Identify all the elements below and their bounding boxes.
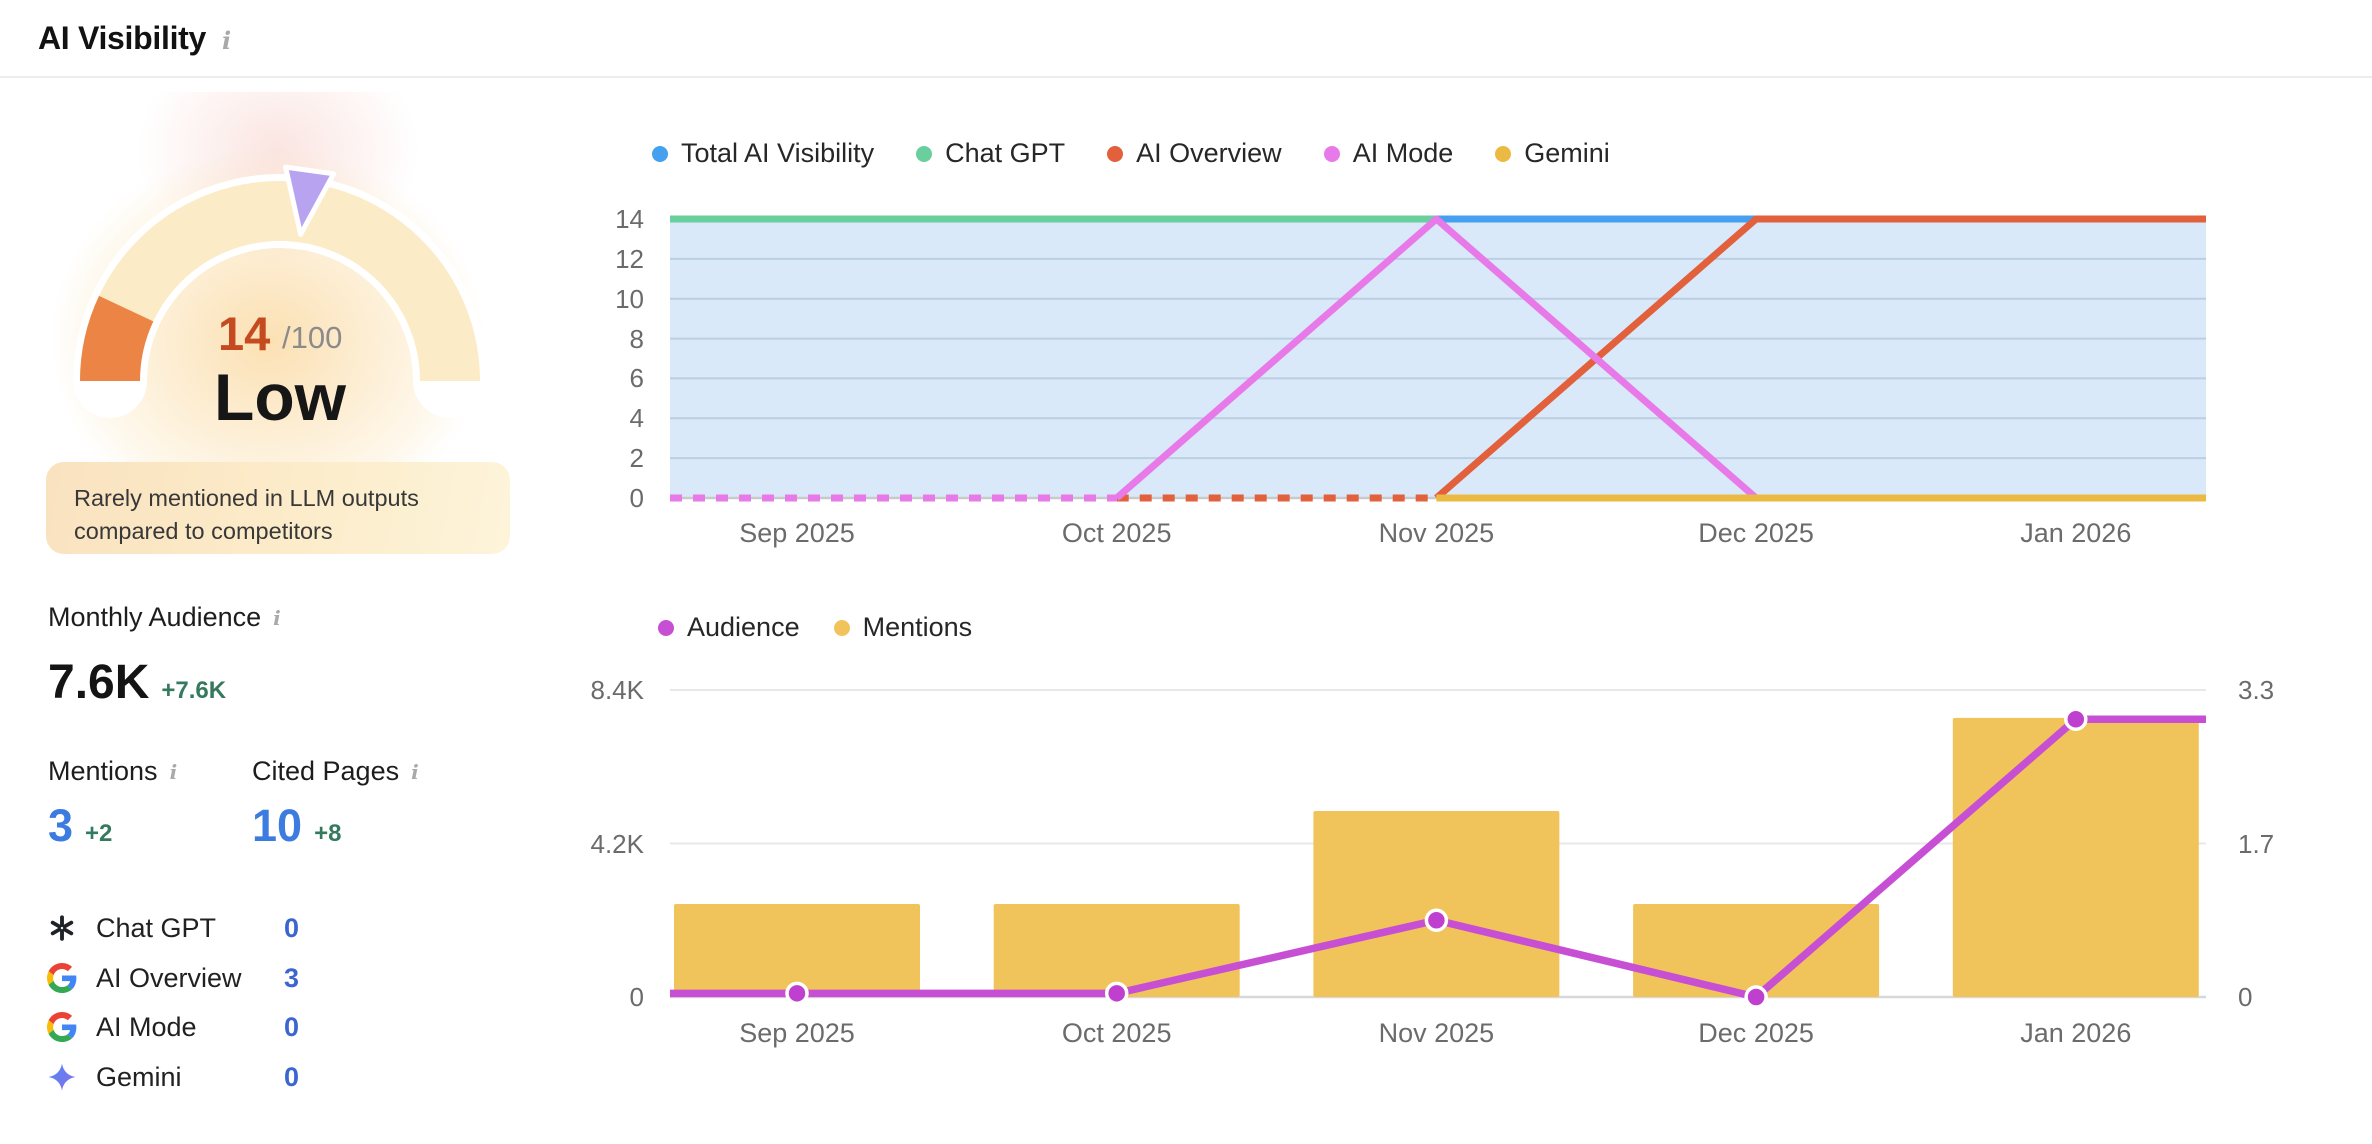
info-icon[interactable]: i bbox=[273, 605, 281, 630]
cited-pages-label-row: Cited Pages i bbox=[252, 756, 419, 787]
y-tick-label: 12 bbox=[615, 243, 644, 274]
visibility-line-chart[interactable] bbox=[670, 212, 2206, 508]
audience-chart-right-axis: 0 1.7 3.3 bbox=[2238, 675, 2358, 1012]
legend-item-mentions[interactable]: Mentions bbox=[833, 612, 973, 643]
mentions-value-row: 3 +2 bbox=[48, 800, 112, 852]
cited-pages-label: Cited Pages bbox=[252, 756, 400, 786]
y-tick-label: 3.3 bbox=[2238, 675, 2275, 705]
audience-chart-legend: Audience Mentions bbox=[658, 612, 1014, 643]
visibility-chart-y-axis: 0 2 4 6 8 10 12 14 bbox=[540, 204, 644, 513]
x-tick-label: Oct 2025 bbox=[1061, 1018, 1172, 1048]
score-description: Rarely mentioned in LLM outputs compared… bbox=[46, 462, 510, 554]
monthly-audience-value-row: 7.6K +7.6K bbox=[48, 655, 226, 710]
monthly-audience-delta: +7.6K bbox=[161, 677, 227, 704]
legend-dot bbox=[652, 145, 668, 162]
y-tick-label: 0 bbox=[629, 982, 644, 1012]
y-tick-label: 6 bbox=[629, 363, 644, 394]
audience-chart-left-axis: 0 4.2K 8.4K bbox=[528, 675, 645, 1012]
google-g-icon bbox=[46, 1011, 78, 1043]
cited-pages-value: 10 bbox=[252, 800, 303, 851]
gemini-star-icon bbox=[46, 1061, 78, 1093]
legend-label: AI Overview bbox=[1136, 138, 1282, 168]
legend-dot bbox=[916, 145, 933, 162]
mentions-delta: +2 bbox=[85, 820, 113, 847]
platform-label: AI Overview bbox=[96, 962, 242, 993]
y-tick-label: 2 bbox=[629, 443, 644, 474]
visibility-score-gauge: 14 /100 Low bbox=[73, 164, 487, 434]
info-icon[interactable]: i bbox=[411, 759, 419, 784]
legend-dot bbox=[1107, 145, 1124, 162]
platform-value: 0 bbox=[284, 912, 300, 943]
mentions-value: 3 bbox=[48, 800, 74, 851]
gauge-marker bbox=[283, 164, 337, 237]
gauge-label: Low bbox=[214, 360, 347, 434]
y-tick-label: 0 bbox=[2238, 982, 2253, 1012]
google-g-icon bbox=[46, 962, 78, 994]
page-title: AI Visibility bbox=[38, 19, 207, 56]
legend-dot bbox=[1323, 145, 1340, 162]
y-tick-label: 4 bbox=[629, 403, 644, 434]
platform-label: Chat GPT bbox=[96, 912, 217, 943]
page-header: AI Visibility i bbox=[0, 0, 2372, 78]
x-tick-label: Nov 2025 bbox=[1378, 518, 1495, 548]
legend-label: Mentions bbox=[862, 612, 973, 642]
audience-chart-x-axis: Sep 2025 Oct 2025 Nov 2025 Dec 2025 Jan 2026 bbox=[670, 1018, 2206, 1052]
cited-pages-delta: +8 bbox=[314, 820, 342, 847]
x-tick-label: Jan 2026 bbox=[2020, 1018, 2132, 1048]
mentions-label-row: Mentions i bbox=[48, 756, 177, 787]
x-tick-label: Dec 2025 bbox=[1698, 1018, 1814, 1048]
monthly-audience-value: 7.6K bbox=[48, 656, 150, 709]
x-tick-label: Dec 2025 bbox=[1698, 518, 1814, 548]
legend-label: Gemini bbox=[1524, 138, 1610, 168]
y-tick-label: 10 bbox=[615, 283, 644, 314]
legend-dot bbox=[658, 619, 674, 636]
gauge-score: 14 bbox=[218, 307, 270, 360]
platform-row-ai-overview[interactable]: AI Overview 3 bbox=[46, 954, 466, 1002]
x-tick-label: Jan 2026 bbox=[2020, 518, 2132, 548]
y-tick-label: 8.4K bbox=[590, 675, 645, 705]
platform-value: 0 bbox=[284, 1011, 300, 1042]
x-tick-label: Oct 2025 bbox=[1061, 518, 1172, 548]
y-tick-label: 8 bbox=[629, 323, 644, 354]
platform-value: 0 bbox=[284, 1061, 300, 1092]
platform-row-ai-mode[interactable]: AI Mode 0 bbox=[46, 1003, 466, 1051]
audience-mentions-chart[interactable] bbox=[670, 678, 2206, 1012]
platform-label: AI Mode bbox=[96, 1011, 197, 1042]
x-tick-label: Nov 2025 bbox=[1378, 1018, 1495, 1048]
info-icon[interactable]: i bbox=[222, 25, 232, 55]
legend-item-audience[interactable]: Audience bbox=[658, 612, 800, 643]
legend-item-gemini[interactable]: Gemini bbox=[1495, 138, 1610, 169]
monthly-audience-label: Monthly Audience bbox=[48, 602, 262, 632]
legend-item-total-ai-visibility[interactable]: Total AI Visibility bbox=[652, 138, 874, 169]
legend-label: Audience bbox=[687, 612, 800, 642]
info-icon[interactable]: i bbox=[169, 759, 178, 784]
x-tick-label: Sep 2025 bbox=[739, 518, 855, 548]
openai-logo-icon bbox=[46, 912, 78, 944]
platform-row-gemini[interactable]: Gemini 0 bbox=[46, 1053, 466, 1101]
platform-label: Gemini bbox=[96, 1061, 182, 1092]
x-tick-label: Sep 2025 bbox=[739, 1018, 855, 1048]
legend-dot bbox=[1495, 145, 1512, 162]
gauge-track bbox=[80, 181, 480, 382]
mentions-label: Mentions bbox=[48, 756, 158, 786]
legend-item-ai-overview[interactable]: AI Overview bbox=[1107, 138, 1282, 169]
gauge-score-max: /100 bbox=[282, 320, 342, 355]
visibility-chart-legend: Total AI Visibility Chat GPT AI Overview… bbox=[652, 138, 1652, 169]
legend-dot bbox=[833, 619, 850, 636]
legend-item-chat-gpt[interactable]: Chat GPT bbox=[916, 138, 1065, 169]
legend-item-ai-mode[interactable]: AI Mode bbox=[1323, 138, 1454, 169]
y-tick-label: 0 bbox=[629, 483, 644, 513]
legend-label: Chat GPT bbox=[945, 138, 1066, 168]
y-tick-label: 14 bbox=[615, 204, 644, 234]
cited-pages-value-row: 10 +8 bbox=[252, 800, 341, 852]
y-tick-label: 4.2K bbox=[590, 828, 645, 859]
visibility-chart-x-axis: Sep 2025 Oct 2025 Nov 2025 Dec 2025 Jan 2026 bbox=[670, 518, 2206, 552]
platform-row-chatgpt[interactable]: Chat GPT 0 bbox=[46, 904, 466, 952]
legend-label: AI Mode bbox=[1352, 138, 1454, 168]
legend-label: Total AI Visibility bbox=[681, 138, 875, 168]
y-tick-label: 1.7 bbox=[2238, 828, 2275, 859]
platform-value: 3 bbox=[284, 962, 300, 993]
monthly-audience-label-row: Monthly Audience i bbox=[48, 602, 281, 633]
